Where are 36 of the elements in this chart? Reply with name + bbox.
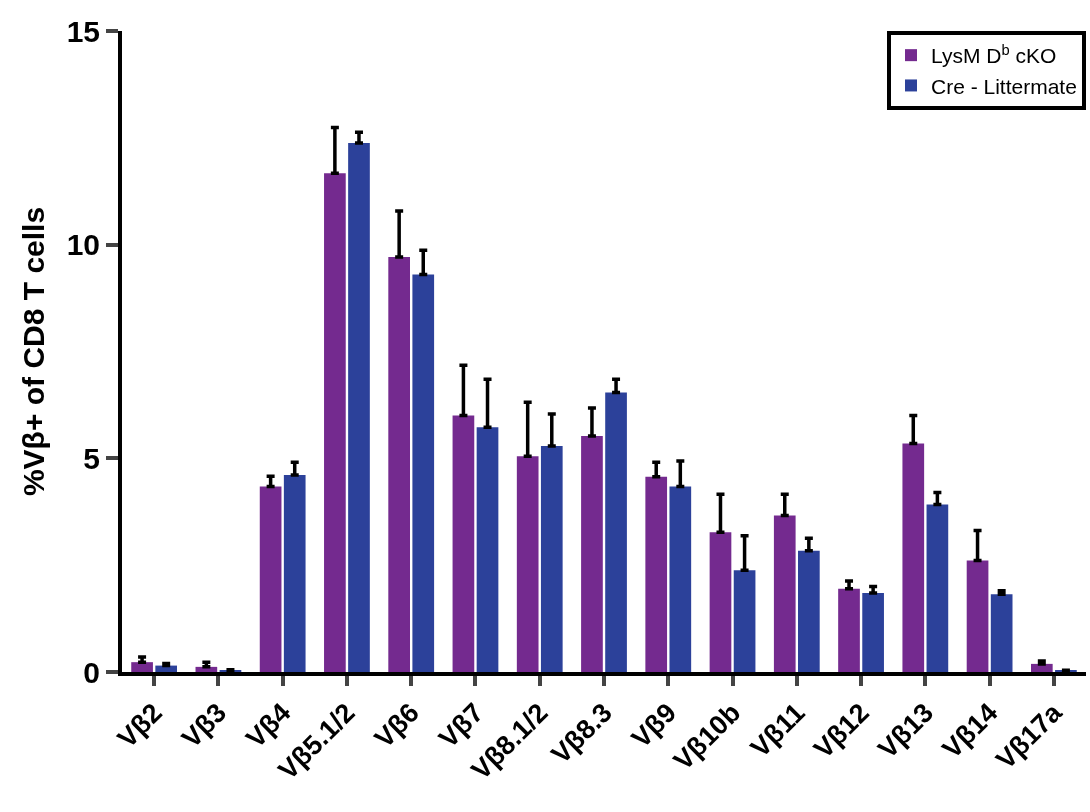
y-tick-label: 0 [83,655,100,689]
x-tick-label: Vβ6 [368,697,425,754]
bar [862,592,884,672]
bar [283,475,306,672]
bar [324,173,346,672]
bar [605,392,627,672]
bar [966,560,989,672]
bar [773,515,796,672]
bar [838,588,860,672]
bar [709,532,732,672]
bar [476,427,499,672]
y-axis-title: %Vβ+ of CD8 T cells [17,206,51,497]
bar [516,456,539,672]
y-tick-label: 5 [83,441,100,475]
bar [798,550,820,672]
bar [669,486,692,672]
bar [131,662,153,672]
bar [1030,663,1053,672]
bar [581,436,603,672]
bar [926,504,949,672]
bar [259,486,282,672]
bar [645,476,668,672]
x-tick-label: Vβ2 [111,697,168,754]
bar [902,443,925,672]
bar [540,445,563,672]
x-tick-label: Vβ3 [175,697,233,754]
bar [733,570,756,672]
bar [348,142,370,672]
legend-label: LysM D$^{b}$ cKO [931,41,1057,68]
bar [990,594,1013,672]
legend-label: Cre - Littermate [931,74,1077,98]
bar [412,274,435,672]
bar [452,415,475,672]
bar [388,257,410,672]
y-tick-label: 15 [66,14,100,48]
y-tick-label: 10 [66,228,100,262]
